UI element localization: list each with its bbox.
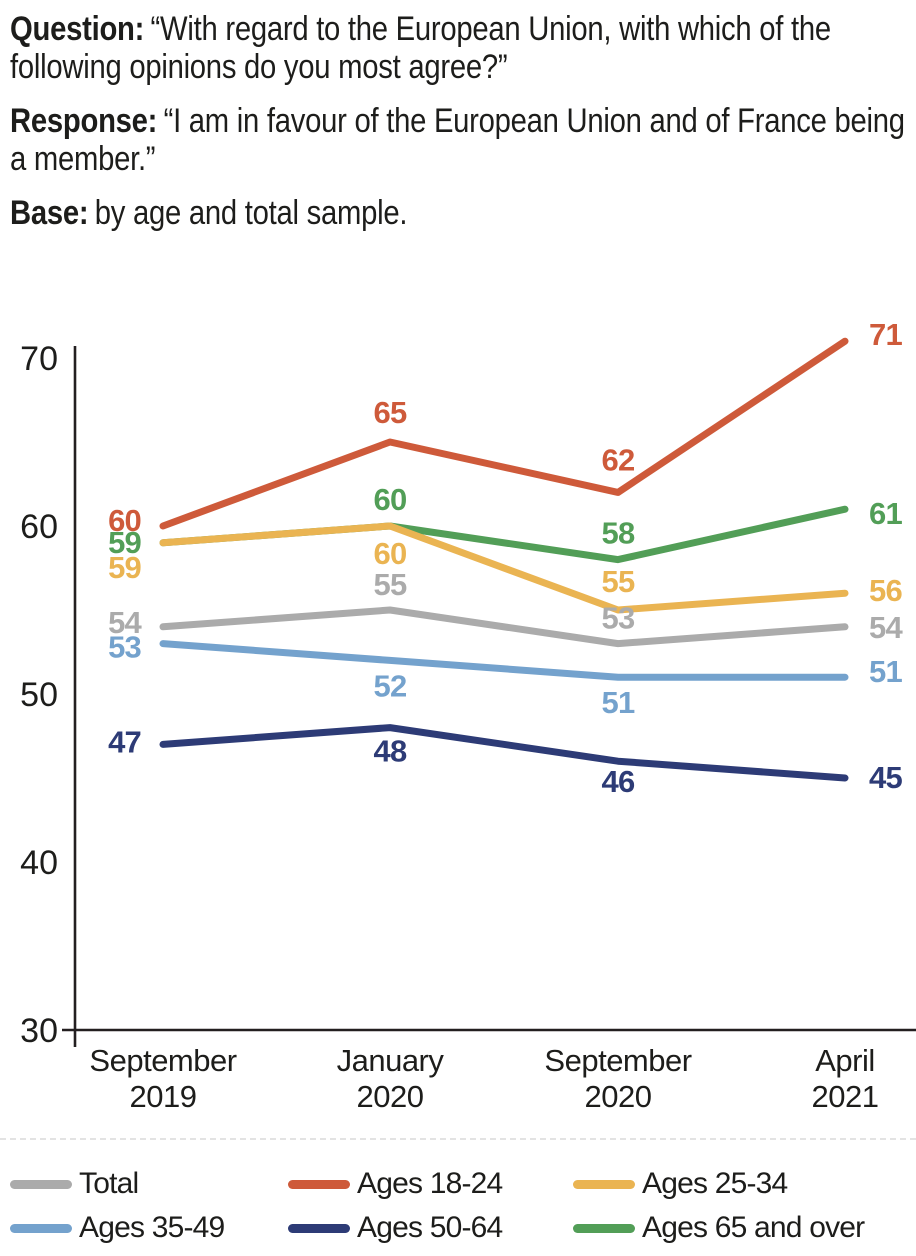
legend-label: Total	[79, 1167, 139, 1200]
x-tick-label: September 2020	[544, 1043, 691, 1114]
series-line-ages-18-24	[159, 337, 849, 530]
y-tick-label: 30	[20, 1012, 58, 1050]
question-label: Question:	[10, 10, 145, 48]
value-label-ages-25-34: 56	[869, 573, 902, 608]
legend-item-ages-65-and-over: Ages 65 and over	[573, 1211, 906, 1245]
base-label: Base:	[10, 194, 89, 232]
series-line-total	[159, 606, 849, 648]
value-label-ages-18-24: 71	[869, 317, 902, 352]
x-tick-label: January 2020	[337, 1043, 445, 1114]
base-paragraph: Base: by age and total sample.	[10, 194, 910, 232]
value-label-ages-18-24: 60	[108, 503, 141, 538]
legend-item-ages-18-24: Ages 18-24	[288, 1167, 573, 1201]
value-label-ages-50-64: 46	[602, 764, 635, 799]
legend-item-total: Total	[10, 1167, 288, 1201]
legend-swatch	[288, 1179, 350, 1189]
series-line-ages-25-34	[159, 522, 849, 614]
legend-swatch	[10, 1223, 72, 1233]
line-chart: 30 40 50 60 70 September 2019 January 2020 Septem…	[20, 317, 916, 1114]
value-label-ages-50-64: 47	[108, 724, 141, 759]
value-label-total: 55	[374, 567, 407, 602]
legend-swatch	[288, 1223, 350, 1233]
legend: Total Ages 18-24 Ages 25-34 Ages 35-49 Ages …	[10, 1162, 906, 1250]
response-text: “I am in favour of the European Union an…	[10, 102, 905, 178]
value-label-ages-25-34: 55	[602, 564, 635, 599]
value-label-ages-35-49: 51	[869, 654, 902, 689]
value-label-ages-35-49: 51	[602, 685, 635, 720]
legend-label: Ages 35-49	[79, 1211, 225, 1244]
legend-label: Ages 18-24	[357, 1167, 503, 1200]
y-tick-label: 60	[20, 508, 58, 546]
series-line-ages-35-49	[159, 640, 849, 681]
y-tick-label: 50	[20, 676, 58, 714]
value-label-ages-18-24: 65	[374, 395, 407, 430]
legend-item-ages-35-49: Ages 35-49	[10, 1211, 288, 1245]
value-label-total: 54	[869, 610, 903, 645]
legend-swatch	[573, 1223, 635, 1233]
response-label: Response:	[10, 102, 158, 140]
series-line-ages-50-64	[159, 724, 849, 782]
legend-swatch	[573, 1179, 635, 1189]
value-label-ages-65-and-over: 60	[374, 482, 407, 517]
base-text: by age and total sample.	[94, 194, 408, 232]
legend-label: Ages 25-34	[642, 1167, 788, 1200]
legend-swatch	[10, 1179, 72, 1189]
value-label-ages-35-49: 53	[108, 630, 141, 665]
value-label-ages-35-49: 52	[374, 668, 407, 703]
value-label-ages-50-64: 45	[869, 760, 902, 795]
question-paragraph: Question: “With regard to the European Un…	[10, 10, 910, 86]
value-label-ages-65-and-over: 58	[602, 516, 635, 551]
legend-item-ages-25-34: Ages 25-34	[573, 1167, 906, 1201]
value-label-ages-50-64: 48	[374, 734, 407, 769]
x-tick-label: September 2019	[89, 1043, 236, 1114]
value-label-ages-25-34: 59	[108, 550, 141, 585]
x-tick-label: April 2021	[812, 1043, 879, 1114]
value-label-ages-65-and-over: 59	[108, 525, 141, 560]
question-text: “With regard to the European Union, with…	[10, 10, 831, 86]
value-label-ages-65-and-over: 61	[869, 496, 902, 531]
value-label-total: 54	[108, 605, 142, 640]
value-label-total: 53	[602, 601, 635, 636]
response-paragraph: Response: “I am in favour of the European…	[10, 102, 910, 178]
value-label-ages-18-24: 62	[602, 442, 635, 477]
value-label-ages-25-34: 60	[374, 536, 407, 571]
chart-area: 30 40 50 60 70 September 2019 January 2020 Septem…	[0, 305, 916, 1135]
y-tick-label: 40	[20, 844, 58, 882]
legend-label: Ages 50-64	[357, 1211, 503, 1244]
legend-item-ages-50-64: Ages 50-64	[288, 1211, 573, 1245]
legend-divider	[0, 1138, 916, 1140]
legend-label: Ages 65 and over	[642, 1211, 865, 1244]
header: Question: “With regard to the European Un…	[10, 10, 910, 248]
y-tick-label: 70	[20, 340, 58, 378]
